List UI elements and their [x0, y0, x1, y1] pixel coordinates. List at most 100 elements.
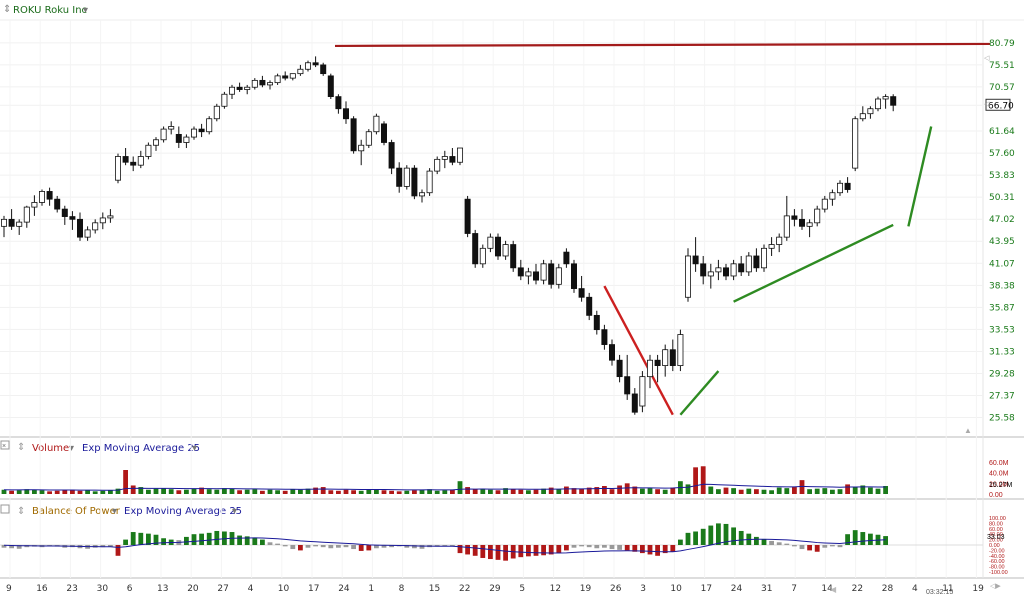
time-tick-label: 20: [187, 584, 199, 594]
volume-collapse-icon[interactable]: [0, 440, 10, 450]
volume-bar: [837, 489, 843, 494]
volume-menu-chevron-icon[interactable]: ▾: [69, 443, 74, 454]
candle-body: [761, 247, 768, 269]
resistance-line: [334, 42, 991, 48]
candle: [39, 189, 46, 206]
volume-bar: [62, 490, 68, 494]
candle-body: [297, 68, 304, 75]
candle: [586, 292, 593, 321]
bop-bar: [845, 534, 850, 545]
bop-ema-chevron-icon[interactable]: ▾: [232, 506, 237, 517]
volume-bar: [115, 488, 121, 494]
candle: [320, 62, 327, 76]
volume-bar: [541, 488, 546, 494]
bop-tick-label: -60.00: [989, 559, 1005, 565]
volume-bar: [792, 487, 797, 494]
time-tick-label: 19: [972, 584, 984, 594]
scroll-up-icon[interactable]: ▲: [964, 426, 972, 435]
candle: [859, 106, 866, 122]
bop-bar: [130, 532, 136, 545]
bop-ema-label[interactable]: Exp Moving Average 25: [124, 506, 242, 517]
volume-ema-label[interactable]: Exp Moving Average 25: [82, 443, 200, 454]
volume-bar: [602, 486, 607, 494]
volume-bar: [746, 488, 752, 494]
bop-bar: [404, 545, 410, 548]
candle: [99, 212, 106, 230]
volume-bar: [419, 489, 425, 494]
volume-bar: [305, 488, 311, 494]
candle-body: [358, 144, 365, 152]
price-scale-handle-icon[interactable]: ◁: [984, 55, 990, 62]
candle: [304, 60, 311, 72]
candle: [601, 324, 608, 350]
time-tick-label: 24: [731, 584, 743, 594]
volume-bar: [16, 490, 22, 494]
time-tick-label: 28: [882, 584, 894, 594]
bop-bar: [738, 530, 744, 545]
symbol-label[interactable]: ROKU Roku Inc: [13, 5, 87, 16]
bop-bar: [822, 545, 828, 548]
candle-body: [137, 156, 144, 166]
bop-menu-chevron-icon[interactable]: ▾: [112, 506, 117, 517]
volume-bar: [685, 484, 691, 494]
volume-bar: [434, 490, 440, 494]
drag-handle-icon[interactable]: ⇕: [17, 506, 25, 517]
candle: [639, 371, 646, 413]
candle-body: [707, 271, 714, 277]
candle-body: [327, 75, 334, 98]
candle-body: [365, 131, 372, 146]
price-tick-label: 75.51: [989, 61, 1015, 71]
drag-handle-icon[interactable]: ⇕: [17, 442, 25, 453]
volume-bar: [731, 488, 736, 494]
candle: [533, 263, 540, 285]
volume-bar: [609, 489, 615, 494]
candle-body: [228, 86, 235, 95]
bop-bar: [807, 545, 812, 551]
candle: [753, 248, 760, 272]
volume-bar: [396, 491, 402, 494]
candle-body: [616, 359, 623, 378]
symbol-menu-chevron-icon[interactable]: ▾: [83, 5, 88, 16]
candle: [525, 267, 532, 285]
volume-bar: [579, 488, 584, 494]
volume-ema-chevron-icon[interactable]: ▾: [192, 443, 197, 454]
candle: [563, 248, 570, 268]
candle: [829, 189, 836, 206]
volume-bar: [632, 486, 638, 494]
volume-bar: [9, 490, 14, 494]
candle-body: [8, 218, 15, 227]
candle: [677, 329, 684, 372]
bop-collapse-icon[interactable]: [0, 504, 10, 514]
drag-handle-icon[interactable]: ⇕: [3, 4, 11, 15]
volume-title[interactable]: Volume: [32, 443, 69, 454]
bop-bar: [138, 532, 144, 545]
volume-tick-label: 0.00: [989, 492, 1003, 499]
volume-bar: [290, 489, 296, 494]
time-tick-label: 1: [368, 584, 374, 594]
bop-bar: [564, 545, 569, 551]
candle: [479, 244, 486, 268]
candle-body: [472, 233, 479, 265]
candle: [183, 134, 190, 149]
time-scroll-icon[interactable]: ◁▶: [990, 583, 1001, 590]
candle: [441, 150, 448, 169]
price-tick-label: 70.57: [989, 83, 1015, 93]
candle-body: [555, 267, 562, 285]
candle: [692, 237, 699, 272]
candle-body: [160, 128, 167, 141]
candle: [783, 195, 790, 241]
time-tick-label: 14: [821, 584, 833, 594]
candle-body: [84, 229, 91, 238]
candle: [867, 106, 874, 119]
bop-bar: [1, 545, 7, 548]
price-scale-handle-icon[interactable]: ◁: [984, 101, 990, 108]
bop-bar: [244, 536, 250, 545]
candle-body: [266, 82, 273, 86]
candle: [289, 73, 296, 81]
candle-body: [494, 236, 501, 257]
volume-bar: [381, 490, 387, 494]
scroll-left-icon[interactable]: ◀: [830, 585, 837, 594]
candle-body: [23, 206, 30, 223]
bop-bar: [541, 545, 546, 556]
bop-title[interactable]: Balance Of Power: [32, 506, 121, 517]
